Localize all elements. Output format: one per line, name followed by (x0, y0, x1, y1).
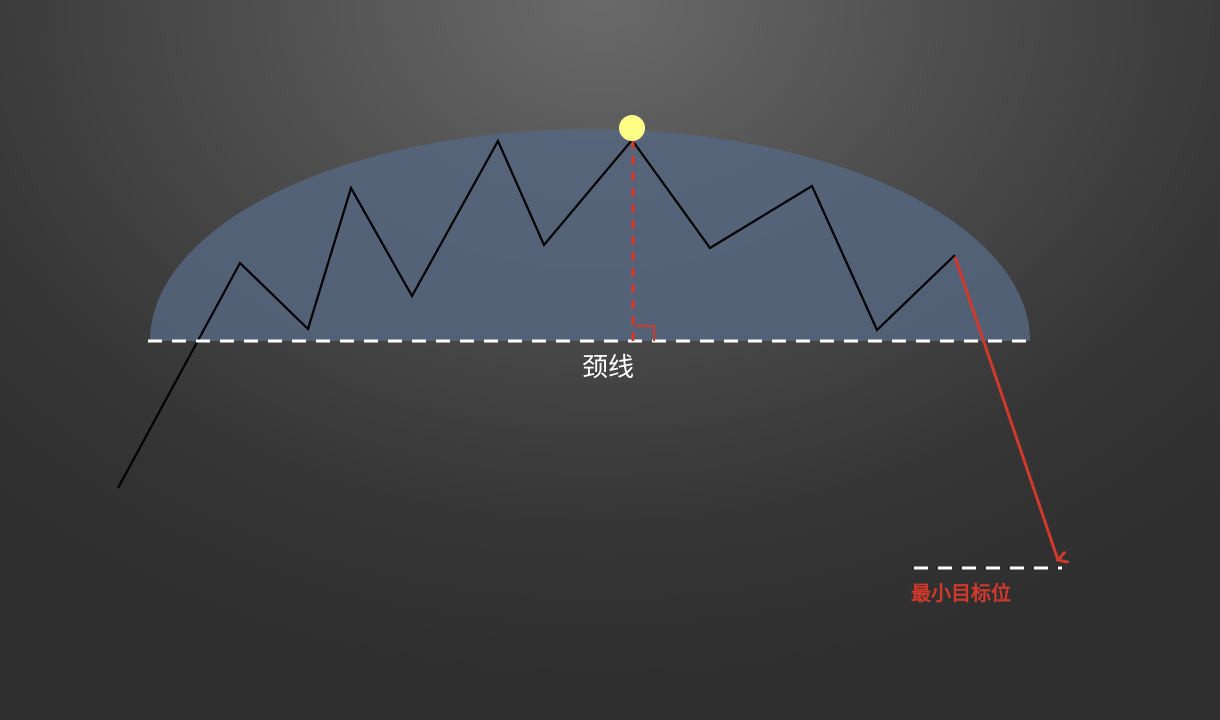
neckline-label: 颈线 (582, 353, 634, 383)
target-arrow (953, 256, 1058, 560)
price-line (117, 138, 956, 489)
dome-area (150, 129, 1030, 341)
right-angle-marker (635, 325, 655, 341)
peak-marker (619, 115, 645, 141)
target-label: 最小目标位 (911, 581, 1011, 605)
